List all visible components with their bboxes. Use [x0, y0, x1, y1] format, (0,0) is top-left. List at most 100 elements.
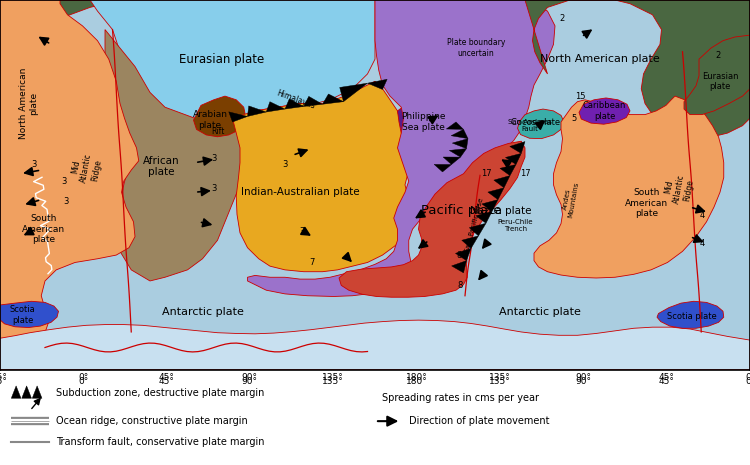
Polygon shape — [232, 81, 411, 272]
Text: 0°: 0° — [78, 377, 88, 386]
Text: 7: 7 — [298, 227, 304, 236]
Text: 90°: 90° — [242, 373, 258, 383]
Text: 2: 2 — [716, 51, 722, 60]
Polygon shape — [443, 157, 460, 165]
Text: 3: 3 — [61, 177, 67, 186]
Text: Antarctic plate: Antarctic plate — [499, 307, 581, 318]
Text: Cocos plate: Cocos plate — [511, 118, 560, 127]
Polygon shape — [500, 165, 516, 176]
Polygon shape — [11, 386, 21, 398]
Polygon shape — [304, 96, 322, 106]
Polygon shape — [22, 386, 32, 398]
Polygon shape — [285, 99, 304, 109]
Polygon shape — [0, 0, 139, 340]
Text: 8: 8 — [456, 251, 462, 259]
Polygon shape — [0, 0, 120, 277]
Text: 45°: 45° — [658, 373, 675, 383]
Text: Arabian
plate: Arabian plate — [193, 111, 227, 130]
Text: North American
plate: North American plate — [19, 68, 38, 139]
Polygon shape — [476, 212, 492, 223]
Polygon shape — [322, 94, 344, 104]
Polygon shape — [684, 35, 750, 114]
Text: Pacific plate: Pacific plate — [421, 204, 502, 217]
Text: Nazca plate: Nazca plate — [470, 206, 532, 216]
Text: Plate boundary
uncertain: Plate boundary uncertain — [447, 38, 506, 58]
Text: South
American
plate: South American plate — [625, 188, 668, 218]
Polygon shape — [194, 96, 246, 137]
Text: Andes
Mountains: Andes Mountains — [560, 180, 580, 219]
Text: Scotia
plate: Scotia plate — [10, 305, 35, 325]
Text: 180°: 180° — [406, 377, 427, 386]
Text: Mid
Atlantic
Ridge: Mid Atlantic Ridge — [69, 151, 104, 186]
Polygon shape — [482, 199, 498, 212]
Polygon shape — [266, 102, 285, 112]
Polygon shape — [455, 248, 471, 260]
Polygon shape — [248, 106, 266, 116]
Text: 17: 17 — [520, 169, 530, 178]
Text: 45°: 45° — [158, 377, 175, 386]
Polygon shape — [398, 96, 456, 146]
Text: 7: 7 — [309, 258, 315, 267]
Polygon shape — [248, 0, 555, 297]
Text: 0°: 0° — [78, 373, 88, 383]
Polygon shape — [340, 83, 368, 102]
Polygon shape — [452, 139, 468, 149]
Text: South
American
plate: South American plate — [22, 214, 65, 244]
Text: Scotia plate: Scotia plate — [667, 312, 716, 320]
Text: 45°: 45° — [158, 373, 175, 383]
Text: 4: 4 — [699, 239, 705, 248]
Text: East Pacific Rise: East Pacific Rise — [464, 198, 485, 253]
Polygon shape — [339, 141, 525, 297]
Polygon shape — [518, 109, 564, 139]
Text: 90°: 90° — [242, 377, 258, 386]
Polygon shape — [470, 223, 486, 236]
Text: 45°: 45° — [0, 377, 8, 386]
Text: 0°: 0° — [745, 377, 750, 386]
Text: 135°: 135° — [322, 373, 344, 383]
Text: African
plate: African plate — [143, 156, 179, 177]
Text: Rift: Rift — [211, 127, 224, 136]
Polygon shape — [534, 96, 724, 278]
Text: 17: 17 — [481, 169, 491, 178]
Text: 0°: 0° — [745, 373, 750, 383]
Text: 15: 15 — [575, 92, 586, 100]
Polygon shape — [494, 176, 510, 188]
Text: 3: 3 — [31, 160, 37, 169]
Text: 45°: 45° — [658, 377, 675, 386]
Polygon shape — [0, 320, 750, 370]
Text: 8: 8 — [458, 281, 464, 290]
Polygon shape — [462, 236, 478, 248]
Polygon shape — [60, 0, 375, 129]
Text: Himalayas: Himalayas — [276, 89, 316, 111]
Text: Direction of plate movement: Direction of plate movement — [409, 416, 549, 426]
Polygon shape — [506, 153, 521, 165]
Polygon shape — [368, 79, 387, 89]
Polygon shape — [32, 386, 42, 398]
Polygon shape — [579, 98, 630, 124]
Text: 135°: 135° — [489, 377, 512, 386]
Text: 3: 3 — [63, 197, 69, 206]
Polygon shape — [657, 301, 724, 328]
Text: Ocean ridge, constructive plate margin: Ocean ridge, constructive plate margin — [56, 416, 248, 426]
Polygon shape — [488, 188, 504, 199]
Text: Indian-Australian plate: Indian-Australian plate — [241, 187, 359, 197]
Text: Eurasian plate: Eurasian plate — [178, 53, 264, 66]
Polygon shape — [434, 165, 451, 172]
Polygon shape — [525, 0, 750, 137]
Text: Peru-Chile
Trench: Peru-Chile Trench — [497, 219, 533, 232]
Polygon shape — [105, 30, 248, 281]
Text: San Andreas
Fault: San Andreas Fault — [508, 119, 551, 132]
Text: Caribbean
plate: Caribbean plate — [583, 101, 626, 120]
Text: 180°: 180° — [406, 373, 427, 383]
Polygon shape — [446, 122, 464, 129]
Text: 3: 3 — [211, 184, 217, 193]
Text: Eurasian
plate: Eurasian plate — [702, 72, 738, 91]
Text: 45°: 45° — [0, 373, 8, 383]
Text: 135°: 135° — [489, 373, 512, 383]
Text: 3: 3 — [282, 159, 288, 169]
Polygon shape — [510, 141, 525, 153]
Text: Spreading rates in cms per year: Spreading rates in cms per year — [382, 393, 539, 403]
Polygon shape — [449, 149, 466, 157]
Polygon shape — [0, 301, 58, 327]
Text: Subduction zone, destructive plate margin: Subduction zone, destructive plate margi… — [56, 387, 265, 398]
